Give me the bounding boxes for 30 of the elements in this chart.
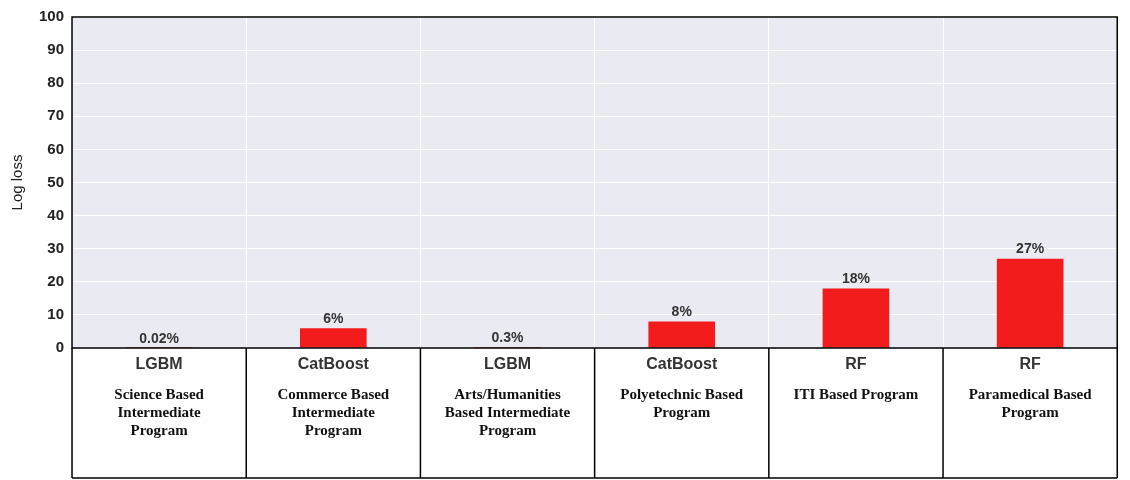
x-tick-label: Arts/Humanities Based Intermediate Program <box>444 385 571 438</box>
y-axis-title: Log loss <box>8 154 26 211</box>
x-tick-label: Science Based Intermediate Program <box>114 385 205 438</box>
y-tick-label: 20 <box>47 271 65 289</box>
text: CatBoost <box>646 355 718 373</box>
text: LGBM <box>135 355 183 373</box>
x-tick-label: Paramedical Based Program <box>968 385 1093 420</box>
y-tick-label: 80 <box>47 73 65 91</box>
y-tick-label: 90 <box>47 40 65 58</box>
y-tick-label: 70 <box>47 106 65 124</box>
text: RF <box>845 355 867 373</box>
data-label: 0.02% <box>139 329 180 346</box>
text: LGBM <box>483 355 532 373</box>
data-label: 8% <box>671 303 693 320</box>
text: RF <box>1019 355 1042 373</box>
y-tick-label: 60 <box>47 139 65 157</box>
y-tick-label: 100 <box>39 7 65 25</box>
data-label: 18% <box>841 270 871 287</box>
x-tick-label: Polyetechnic Based Program <box>620 385 744 420</box>
y-tick-label: 0 <box>55 338 65 356</box>
y-tick-label: 50 <box>47 172 65 190</box>
data-label: 6% <box>323 310 344 326</box>
x-tick-label: Commerce Based Intermediate Program <box>277 385 390 438</box>
text: CatBoost <box>297 355 370 373</box>
data-label: 27% <box>1016 240 1045 257</box>
x-tick-label: ITI Based Program <box>793 385 919 402</box>
data-label: 0.3% <box>491 328 525 345</box>
y-tick-label: 30 <box>47 238 65 256</box>
y-tick-label: 10 <box>47 305 65 323</box>
y-tick-label: 40 <box>47 205 65 223</box>
